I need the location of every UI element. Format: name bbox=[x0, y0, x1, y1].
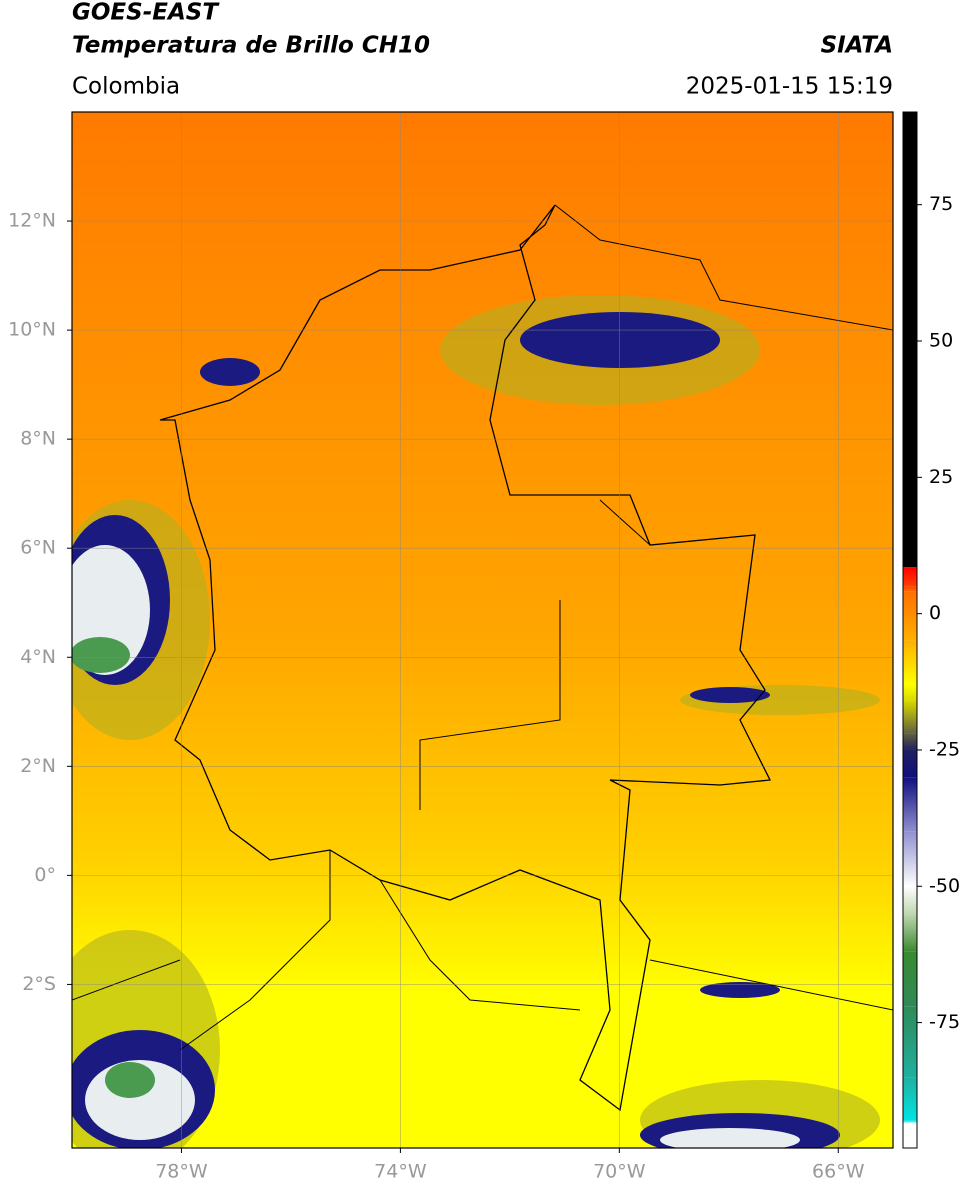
lat-tick-label: 4°N bbox=[20, 646, 56, 668]
colorbar-segment bbox=[903, 1006, 917, 1078]
lon-tick-label: 78°W bbox=[155, 1161, 208, 1183]
colorbar-tick-label: -25 bbox=[929, 738, 960, 760]
colorbar bbox=[903, 112, 917, 1148]
lon-tick-label: 74°W bbox=[374, 1161, 427, 1183]
colorbar-segment bbox=[903, 1120, 917, 1124]
colorbar-segment bbox=[903, 1077, 917, 1121]
map-image bbox=[72, 112, 893, 1148]
colorbar-segment bbox=[903, 733, 917, 750]
lat-tick-label: 8°N bbox=[20, 428, 56, 450]
colorbar-tick-label: -75 bbox=[929, 1011, 960, 1033]
colorbar-tick-label: 25 bbox=[929, 466, 953, 488]
lon-tick-label: 66°W bbox=[812, 1161, 865, 1183]
colorbar-frame bbox=[902, 111, 918, 1149]
lat-tick-label: 12°N bbox=[8, 210, 56, 232]
colorbar-segment bbox=[903, 886, 917, 914]
colorbar-segment bbox=[903, 567, 917, 587]
timestamp: 2025-01-15 15:19 bbox=[686, 74, 893, 100]
colorbar-tick-label: 75 bbox=[929, 193, 953, 215]
colorbar-segment bbox=[903, 567, 917, 568]
colorbar-segment bbox=[903, 700, 917, 734]
colorbar-tick-label: 50 bbox=[929, 330, 953, 352]
colorbar-tick-label: 0 bbox=[929, 602, 941, 624]
satellite: GOES-EAST bbox=[72, 0, 220, 26]
product: Temperatura de Brillo CH10 bbox=[72, 33, 430, 59]
lon-tick-label: 70°W bbox=[593, 1161, 646, 1183]
colorbar-segment bbox=[903, 831, 917, 887]
colorbar-segment bbox=[903, 684, 917, 701]
lat-tick-label: 10°N bbox=[8, 319, 56, 341]
colorbar-segment bbox=[903, 112, 917, 568]
region: Colombia bbox=[72, 74, 180, 100]
graticule bbox=[72, 112, 893, 1148]
colorbar-segment bbox=[903, 951, 917, 1007]
lat-tick-label: 6°N bbox=[20, 537, 56, 559]
agency: SIATA bbox=[821, 33, 893, 59]
colorbar-segment bbox=[903, 777, 917, 832]
lat-tick-label: 2°N bbox=[20, 755, 56, 777]
colorbar-segment bbox=[903, 640, 917, 685]
colorbar-segment bbox=[903, 591, 917, 641]
map-frame bbox=[71, 111, 894, 1149]
lat-tick-label: 2°S bbox=[22, 973, 56, 995]
colorbar-segment bbox=[903, 586, 917, 592]
colorbar-segment bbox=[903, 749, 917, 778]
colorbar-tick-label: -50 bbox=[929, 875, 960, 897]
colorbar-segment bbox=[903, 913, 917, 952]
colorbar-segment bbox=[903, 1123, 917, 1148]
lat-tick-label: 0° bbox=[34, 864, 56, 886]
